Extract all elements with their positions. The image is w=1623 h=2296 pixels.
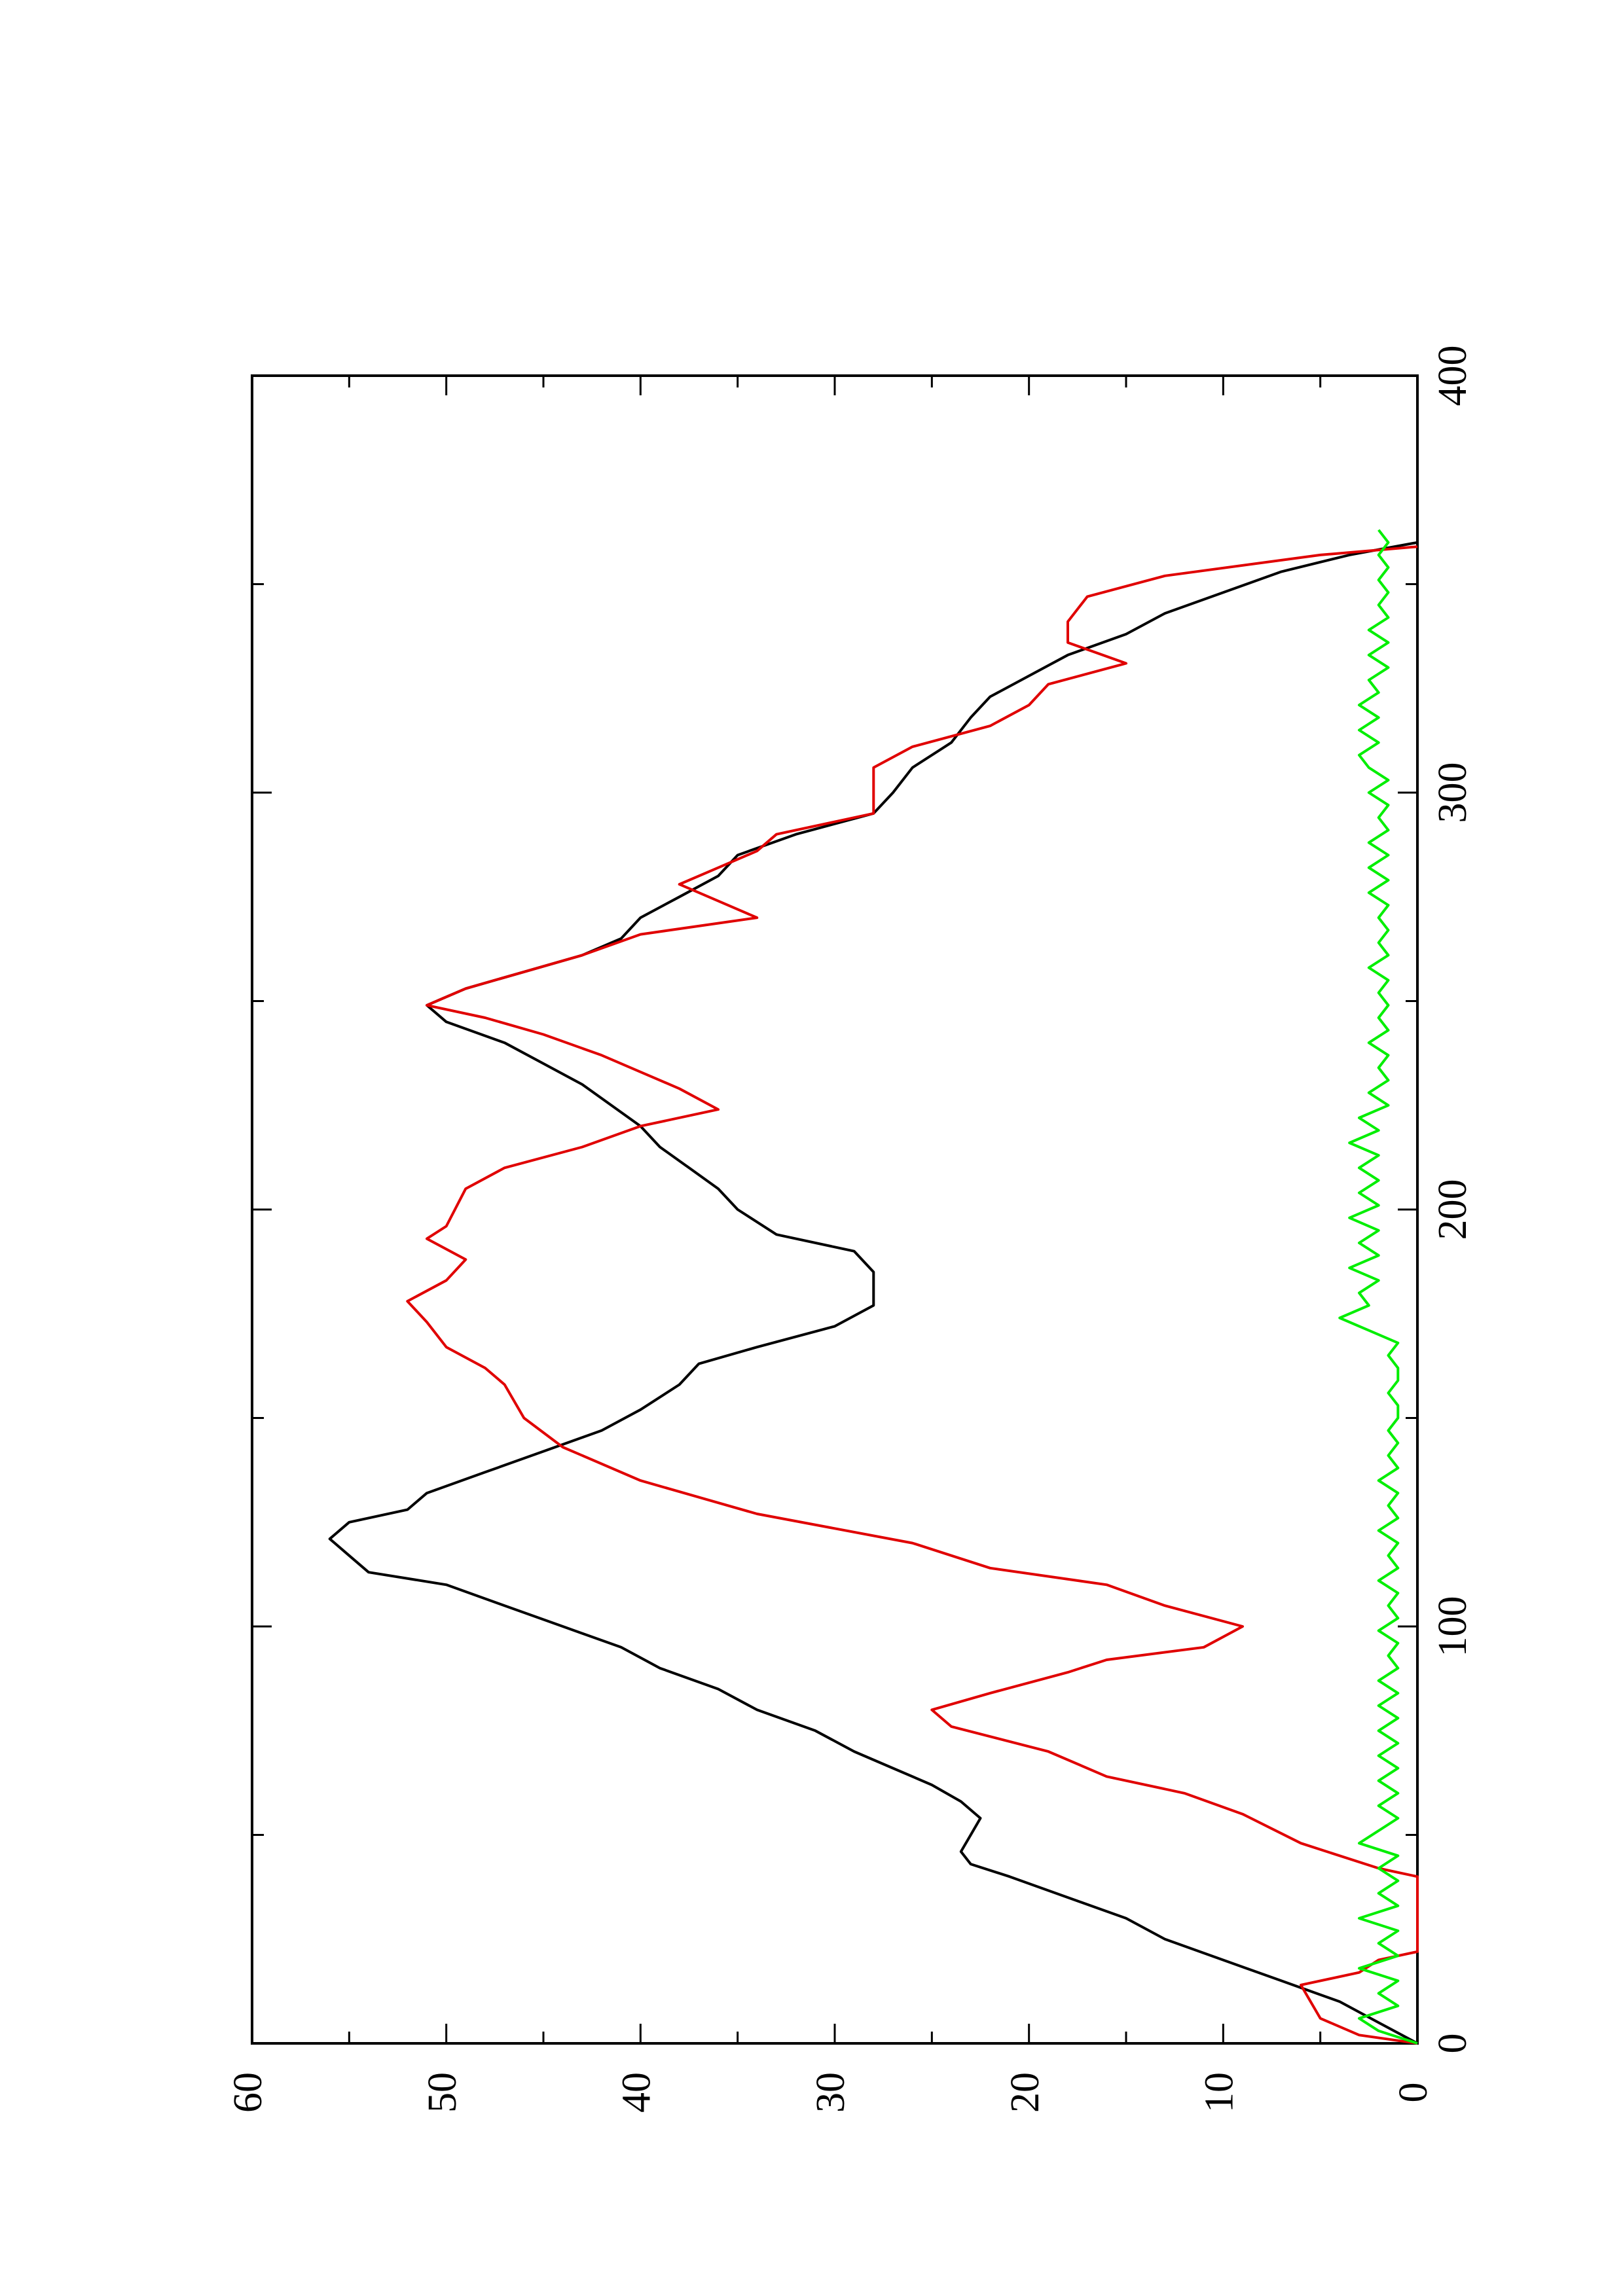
x-tick-label: 100	[1431, 1596, 1475, 1657]
tick-labels: 0 100 200 300 400 0 10 20 30 40 50 60	[226, 346, 1475, 2113]
series-line-2	[406, 545, 1419, 2045]
x-tick-label: 300	[1431, 762, 1475, 823]
plot-frame	[251, 374, 1419, 2045]
y-tick-label: 0	[1391, 2083, 1436, 2103]
y-tick-label: 60	[226, 2072, 270, 2113]
series-line-3	[1338, 529, 1418, 2045]
x-tick-label: 0	[1431, 2034, 1475, 2054]
series-line-1	[328, 541, 1418, 2045]
y-tick-label: 50	[420, 2072, 465, 2113]
y-tick-label: 10	[1197, 2072, 1242, 2113]
axis-ticks	[251, 374, 1419, 2045]
y-tick-label: 20	[1003, 2072, 1048, 2113]
y-tick-label: 30	[809, 2072, 853, 2113]
y-tick-label: 40	[615, 2072, 659, 2113]
x-tick-label: 200	[1431, 1179, 1475, 1240]
series-group	[328, 529, 1419, 2045]
x-tick-label: 400	[1431, 346, 1475, 406]
